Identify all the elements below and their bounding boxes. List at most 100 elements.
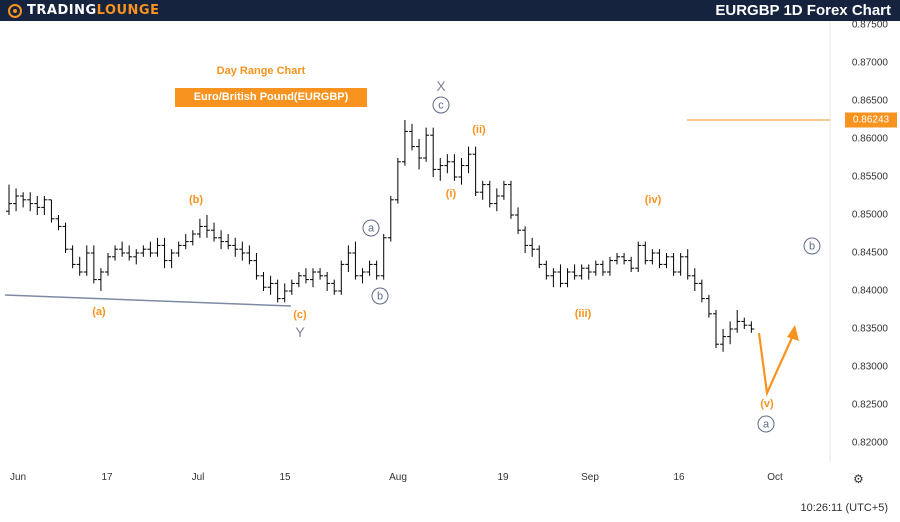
ohlc-bar [34,196,41,215]
ohlc-bar [592,260,599,276]
ohlc-bar [112,245,119,261]
ohlc-bar [232,237,239,257]
clock-readout: 10:26:11 (UTC+5) [800,502,888,514]
ohlc-bar [423,127,430,162]
current-price-tag: 0.86243 [845,112,897,128]
ohlc-bar [550,268,557,288]
y-tick-label: 0.84500 [851,247,888,259]
ohlc-bar [621,253,628,265]
ohlc-bar [437,158,444,181]
y-tick-label: 0.87500 [851,19,888,31]
y-tick-label: 0.84000 [851,285,888,297]
ohlc-bar [48,199,55,223]
ohlc-bar [175,241,182,257]
ohlc-bar [635,241,642,272]
y-tick-label: 0.85000 [851,209,888,221]
y-tick-label: 0.83000 [851,361,888,373]
ohlc-bar [479,180,486,200]
ohlc-bar [288,279,295,295]
x-tick-label: Sep [581,472,599,483]
ohlc-bar [522,226,529,253]
ohlc-bar [62,222,69,253]
ohlc-bar [352,241,359,280]
ohlc-bar [324,272,331,291]
wave-label: (v) [760,398,774,410]
y-trendline [4,294,292,307]
ohlc-bar [6,184,12,215]
ohlc-bar [748,321,755,333]
wave-label: (i) [445,188,457,200]
ohlc-bar [444,154,451,174]
ohlc-bar [225,234,232,250]
ohlc-bar [741,317,748,329]
ohlc-bar [196,218,203,238]
ohlc-bar [239,241,246,261]
ohlc-bar [401,120,408,166]
ohlc-bar [458,158,465,185]
wave-label: a [362,219,380,237]
projection-arrowhead [787,325,799,341]
ohlc-bar [656,249,663,269]
ohlc-bar [359,268,366,284]
ohlc-bar [90,245,97,284]
x-tick-label: 16 [673,472,685,483]
x-tick-label: Aug [389,472,407,483]
ohlc-bar [394,158,401,204]
x-tick-label: 17 [101,472,113,483]
ohlc-bar [55,215,62,231]
ohlc-bar [161,237,168,269]
ohlc-bar [430,127,437,177]
ohlc-bar [140,245,147,257]
ohlc-bar [387,196,394,242]
wave-label: (b) [188,194,204,206]
ohlc-bar [606,256,613,276]
ohlc-bar [713,310,719,348]
ohlc-bar [465,146,472,174]
wave-label: c [432,96,450,114]
wave-label: (iii) [574,308,592,320]
ohlc-bar [529,237,536,257]
ohlc-bar [281,283,288,303]
header-bar: Trading Lounge EURGBP 1D Forex Chart [0,0,900,21]
ohlc-bar [133,249,140,265]
ohlc-bar [27,192,34,212]
y-tick-label: 0.86500 [851,95,888,107]
ohlc-bar [416,139,423,170]
ohlc-bar [260,272,267,291]
instrument-badge: Euro/British Pound(EURGBP) [175,88,367,107]
x-tick-label: Jun [9,472,27,483]
ohlc-bar [295,272,302,288]
settings-gear-icon[interactable]: ⚙ [853,472,864,486]
y-tick-label: 0.86000 [851,133,888,145]
ohlc-bar [670,253,677,276]
ohlc-bar [274,279,281,303]
projection-arrow [757,330,797,397]
ohlc-bar [126,245,133,261]
wave-label: b [803,237,821,255]
logo-text-trading: Trading [27,3,97,18]
wave-label: (iv) [644,194,662,206]
ohlc-bar [373,260,380,280]
ohlc-bar [614,253,621,265]
ohlc-bar [649,249,656,265]
ohlc-bar [557,264,564,288]
ohlc-bar [345,245,352,272]
ohlc-bar [642,241,649,265]
ohlc-bar [720,329,727,352]
x-tick-label: 15 [279,472,291,483]
y-tick-label: 0.87000 [851,57,888,69]
ohlc-bar [578,264,585,280]
ohlc-bar [500,180,507,200]
ohlc-bar [104,253,111,276]
wave-label: (a) [92,306,106,318]
ohlc-bar [168,249,175,269]
ohlc-bar [571,264,578,280]
ohlc-bar [628,256,635,272]
ohlc-bar [218,230,225,250]
ohlc-bar [69,245,76,269]
y-tick-label: 0.82500 [851,399,888,411]
ohlc-bar [677,253,684,276]
x-tick-label: Oct [767,472,783,483]
ohlc-bar [663,253,670,269]
